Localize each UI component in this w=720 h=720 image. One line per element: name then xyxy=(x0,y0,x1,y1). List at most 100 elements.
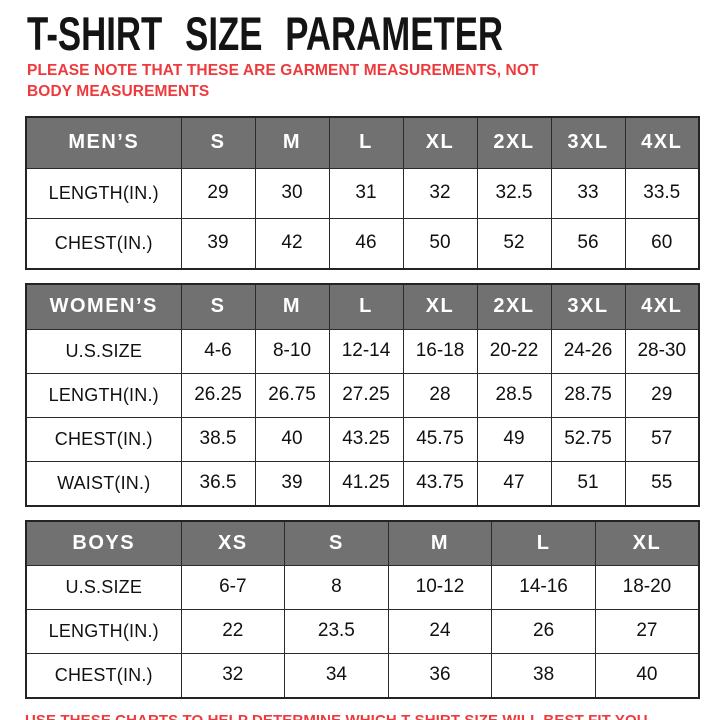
value-cell: 30 xyxy=(254,167,330,219)
value-cell: 28-30 xyxy=(624,328,700,374)
value-cell: 28.5 xyxy=(476,372,552,418)
value-cell: 55 xyxy=(624,460,700,507)
value-cell: 31 xyxy=(328,167,404,219)
garment-measurement-note: PLEASE NOTE THAT THESE ARE GARMENT MEASU… xyxy=(27,62,539,100)
value-cell: 14-16 xyxy=(491,564,596,610)
value-cell: 29 xyxy=(624,372,700,418)
value-cell: 39 xyxy=(254,460,330,507)
header-row: MEN’S S M L XL 2XL 3XL 4XL xyxy=(25,116,700,169)
size-header-cell: L xyxy=(491,520,596,566)
page-title: T-SHIRT SIZE PARAMETER xyxy=(27,7,504,60)
value-cell: 40 xyxy=(594,652,700,699)
value-cell: 28.75 xyxy=(550,372,626,418)
size-header-cell: M xyxy=(254,116,330,169)
value-cell: 57 xyxy=(624,416,700,462)
value-cell: 8-10 xyxy=(254,328,330,374)
value-cell: 32 xyxy=(402,167,478,219)
value-cell: 43.75 xyxy=(402,460,478,507)
value-cell: 33.5 xyxy=(624,167,700,219)
value-cell: 33 xyxy=(550,167,626,219)
size-header-cell: M xyxy=(254,283,330,330)
row-label-cell: CHEST(IN.) xyxy=(25,416,182,462)
boys-size-table: BOYS XS S M L XL U.S.SIZE 6-7 8 10-12 14-16 18-20 LE… xyxy=(25,519,700,699)
value-cell: 24-26 xyxy=(550,328,626,374)
row-label-cell: U.S.SIZE xyxy=(25,328,182,374)
row-label-cell: CHEST(IN.) xyxy=(25,652,182,699)
value-cell: 40 xyxy=(254,416,330,462)
value-cell: 26.25 xyxy=(180,372,256,418)
table-row: CHEST(IN.) 39 42 46 50 52 56 60 xyxy=(25,217,700,270)
size-header-cell: XL xyxy=(402,116,478,169)
value-cell: 52 xyxy=(476,217,552,270)
table-title-cell: MEN’S xyxy=(25,116,182,169)
table-row: U.S.SIZE 6-7 8 10-12 14-16 18-20 xyxy=(25,564,700,610)
value-cell: 46 xyxy=(328,217,404,270)
value-cell: 27 xyxy=(594,608,700,654)
table-row: LENGTH(IN.) 26.25 26.75 27.25 28 28.5 28.75 29 xyxy=(25,372,700,418)
value-cell: 8 xyxy=(284,564,389,610)
size-header-cell: 3XL xyxy=(550,116,626,169)
value-cell: 36 xyxy=(387,652,493,699)
value-cell: 36.5 xyxy=(180,460,256,507)
value-cell: 10-12 xyxy=(387,564,493,610)
value-cell: 60 xyxy=(624,217,700,270)
value-cell: 38 xyxy=(491,652,596,699)
table-title-cell: WOMEN’S xyxy=(25,283,182,330)
header-row: WOMEN’S S M L XL 2XL 3XL 4XL xyxy=(25,283,700,330)
size-header-cell: S xyxy=(180,116,256,169)
table-row: CHEST(IN.) 38.5 40 43.25 45.75 49 52.75 57 xyxy=(25,416,700,462)
size-header-cell: 3XL xyxy=(550,283,626,330)
value-cell: 41.25 xyxy=(328,460,404,507)
table-row: LENGTH(IN.) 22 23.5 24 26 27 xyxy=(25,608,700,654)
value-cell: 32.5 xyxy=(476,167,552,219)
row-label-cell: U.S.SIZE xyxy=(25,564,182,610)
table-row: WAIST(IN.) 36.5 39 41.25 43.75 47 51 55 xyxy=(25,460,700,507)
row-label-cell: LENGTH(IN.) xyxy=(25,372,182,418)
size-header-cell: 4XL xyxy=(624,116,700,169)
value-cell: 20-22 xyxy=(476,328,552,374)
value-cell: 52.75 xyxy=(550,416,626,462)
row-label-cell: LENGTH(IN.) xyxy=(25,608,182,654)
row-label-cell: WAIST(IN.) xyxy=(25,460,182,507)
table-title-cell: BOYS xyxy=(25,520,182,566)
value-cell: 56 xyxy=(550,217,626,270)
value-cell: 4-6 xyxy=(180,328,256,374)
value-cell: 51 xyxy=(550,460,626,507)
size-header-cell: 2XL xyxy=(476,116,552,169)
size-header-cell: XL xyxy=(402,283,478,330)
value-cell: 34 xyxy=(284,652,389,699)
value-cell: 49 xyxy=(476,416,552,462)
value-cell: 16-18 xyxy=(402,328,478,374)
value-cell: 26 xyxy=(491,608,596,654)
value-cell: 26.75 xyxy=(254,372,330,418)
table-row: CHEST(IN.) 32 34 36 38 40 xyxy=(25,652,700,699)
value-cell: 24 xyxy=(387,608,493,654)
footer-note: USE THESE CHARTS TO HELP DETERMINE WHICH… xyxy=(25,712,720,720)
value-cell: 28 xyxy=(402,372,478,418)
size-header-cell: L xyxy=(328,283,404,330)
value-cell: 38.5 xyxy=(180,416,256,462)
value-cell: 23.5 xyxy=(284,608,389,654)
value-cell: 22 xyxy=(180,608,286,654)
header-row: BOYS XS S M L XL xyxy=(25,520,700,566)
value-cell: 27.25 xyxy=(328,372,404,418)
size-header-cell: S xyxy=(284,520,389,566)
row-label-cell: LENGTH(IN.) xyxy=(25,167,182,219)
value-cell: 6-7 xyxy=(180,564,286,610)
size-header-cell: M xyxy=(387,520,493,566)
size-header-cell: 2XL xyxy=(476,283,552,330)
size-header-cell: S xyxy=(180,283,256,330)
value-cell: 18-20 xyxy=(594,564,700,610)
value-cell: 45.75 xyxy=(402,416,478,462)
value-cell: 42 xyxy=(254,217,330,270)
value-cell: 47 xyxy=(476,460,552,507)
mens-size-table: MEN’S S M L XL 2XL 3XL 4XL LENGTH(IN.) 29 30 31 32 32… xyxy=(25,115,700,270)
value-cell: 39 xyxy=(180,217,256,270)
table-row: U.S.SIZE 4-6 8-10 12-14 16-18 20-22 24-26 28-30 xyxy=(25,328,700,374)
value-cell: 50 xyxy=(402,217,478,270)
row-label-cell: CHEST(IN.) xyxy=(25,217,182,270)
size-header-cell: L xyxy=(328,116,404,169)
size-header-cell: XL xyxy=(594,520,700,566)
value-cell: 32 xyxy=(180,652,286,699)
